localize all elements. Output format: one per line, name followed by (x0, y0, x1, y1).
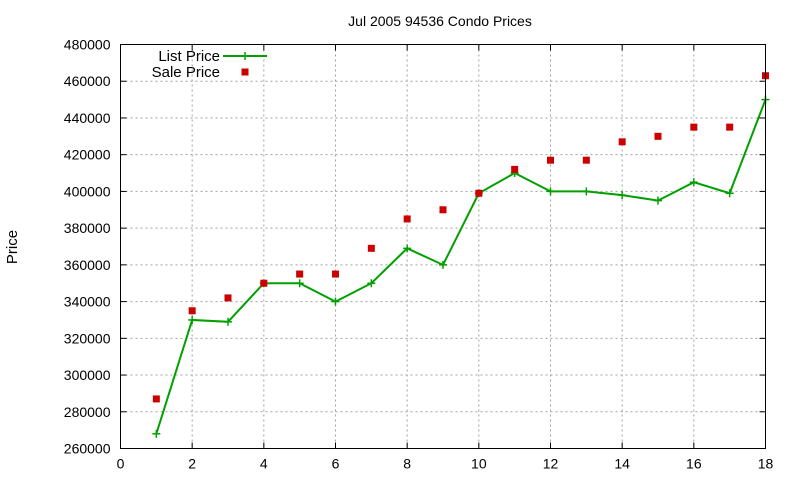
sale-price-point (654, 132, 662, 140)
list-price-line (155, 99, 767, 435)
x-tick-label: 18 (758, 456, 774, 472)
x-tick-label: 0 (117, 456, 125, 472)
y-tick-label: 280000 (64, 404, 111, 420)
sale-price-series (152, 72, 769, 403)
list-price-point (439, 260, 447, 269)
sale-price-point (618, 138, 626, 146)
list-price-point (546, 187, 555, 196)
x-tick-label: 2 (188, 456, 196, 472)
sale-price-point (582, 156, 590, 164)
y-tick-label: 320000 (64, 330, 111, 346)
sale-price-point (224, 294, 232, 302)
y-tick-label: 300000 (64, 367, 111, 383)
list-price-point (725, 189, 734, 198)
list-price-point (618, 191, 627, 200)
sale-price-point (547, 156, 554, 164)
list-price-point (403, 244, 412, 253)
x-tick-label: 16 (686, 456, 702, 472)
sale-price-point (367, 244, 375, 252)
x-tick-label: 6 (332, 456, 340, 472)
list-price-point (582, 187, 591, 196)
x-tick-label: 8 (403, 456, 411, 472)
chart-title: Jul 2005 94536 Condo Prices (348, 13, 532, 29)
list-price-point (654, 196, 662, 205)
y-tick-label: 260000 (64, 441, 111, 457)
y-tick-label: 380000 (64, 220, 111, 236)
sale-price-point (152, 395, 160, 403)
y-tick-label: 400000 (64, 183, 111, 199)
sale-price-point (726, 123, 734, 131)
y-tick-label: 440000 (64, 110, 111, 126)
list-price-point (689, 178, 698, 187)
x-tick-label: 14 (614, 456, 630, 472)
list-price-series (152, 95, 770, 438)
plot-frame (120, 44, 766, 449)
x-tick-label: 4 (260, 456, 268, 472)
sale-price-point (332, 270, 339, 278)
grid-lines (120, 44, 766, 449)
sale-price-point (475, 189, 483, 197)
y-tick-label: 420000 (64, 147, 111, 163)
list-price-point (295, 279, 304, 288)
sale-price-point (690, 123, 698, 131)
x-tick-label: 10 (471, 456, 487, 472)
list-price-point (331, 297, 340, 306)
y-axis-label: Price (4, 230, 21, 264)
list-price-point (152, 429, 161, 438)
legend-swatch-sale-price (241, 68, 249, 76)
sale-price-point (296, 270, 304, 278)
data-series (152, 72, 770, 438)
y-tick-label: 480000 (64, 37, 111, 53)
y-tick-labels: 260000 280000 300000 320000 340000 360000 3800… (64, 37, 111, 457)
y-tick-label: 340000 (64, 294, 111, 310)
legend-marker-list-price (241, 52, 249, 60)
sale-price-point (260, 279, 268, 287)
y-tick-label: 360000 (64, 257, 111, 273)
list-price-point (188, 315, 197, 324)
legend-label-sale-price: Sale Price (152, 64, 220, 81)
sale-price-point (188, 307, 196, 315)
legend-label-list-price: List Price (158, 48, 220, 65)
list-price-point (367, 279, 376, 288)
sale-price-point (511, 165, 519, 173)
y-tick-label: 460000 (64, 73, 111, 89)
x-tick-labels: 0 2 4 6 8 10 12 14 16 18 (117, 456, 774, 472)
list-price-point (224, 317, 232, 326)
axis-ticks (120, 44, 766, 449)
x-tick-label: 12 (543, 456, 559, 472)
sale-price-point (439, 206, 447, 214)
sale-price-point (403, 215, 411, 223)
